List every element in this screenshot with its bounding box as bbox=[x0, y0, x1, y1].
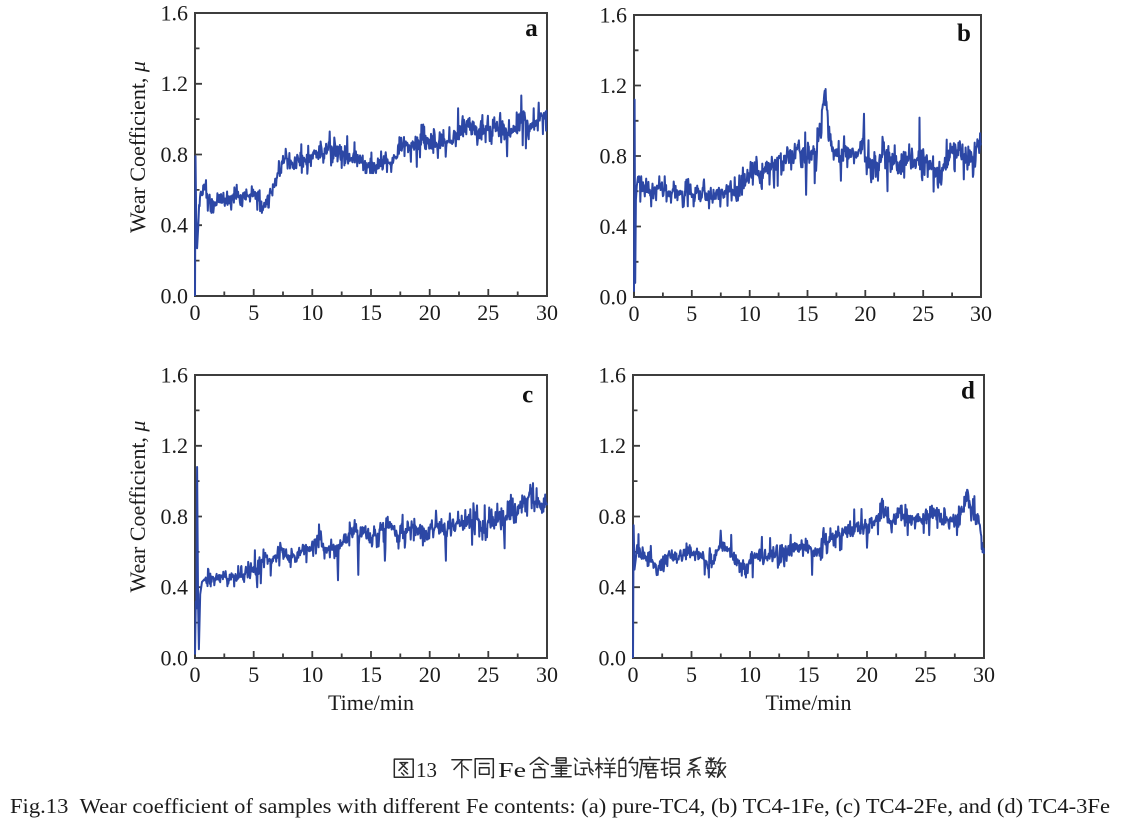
svg-text:25: 25 bbox=[912, 301, 934, 326]
svg-text:10: 10 bbox=[301, 662, 323, 687]
svg-text:0.4: 0.4 bbox=[161, 575, 189, 600]
svg-text:15: 15 bbox=[797, 301, 819, 326]
svg-text:0: 0 bbox=[190, 662, 201, 687]
svg-text:1.2: 1.2 bbox=[161, 433, 189, 458]
svg-text:30: 30 bbox=[536, 662, 558, 687]
svg-text:c: c bbox=[522, 382, 533, 409]
svg-text:20: 20 bbox=[856, 662, 878, 687]
svg-text:0: 0 bbox=[629, 301, 640, 326]
svg-text:0.8: 0.8 bbox=[600, 143, 628, 168]
svg-text:1.2: 1.2 bbox=[599, 433, 627, 458]
svg-text:0: 0 bbox=[190, 300, 201, 325]
svg-text:Fe: Fe bbox=[498, 758, 526, 782]
svg-text:0.8: 0.8 bbox=[161, 504, 189, 529]
svg-text:Wear Coefficient, μ: Wear Coefficient, μ bbox=[125, 421, 150, 593]
svg-text:5: 5 bbox=[686, 662, 697, 687]
svg-text:15: 15 bbox=[360, 300, 382, 325]
svg-text:1.2: 1.2 bbox=[161, 71, 189, 96]
svg-text:10: 10 bbox=[739, 301, 761, 326]
svg-text:30: 30 bbox=[973, 662, 995, 687]
svg-text:13: 13 bbox=[416, 758, 437, 782]
svg-text:b: b bbox=[957, 20, 971, 47]
svg-text:0.4: 0.4 bbox=[600, 214, 628, 239]
svg-text:0.8: 0.8 bbox=[161, 142, 189, 167]
svg-text:5: 5 bbox=[248, 300, 259, 325]
svg-text:15: 15 bbox=[360, 662, 382, 687]
svg-text:30: 30 bbox=[536, 300, 558, 325]
svg-text:25: 25 bbox=[477, 662, 499, 687]
svg-text:Wear Coefficient, μ: Wear Coefficient, μ bbox=[125, 61, 150, 233]
svg-text:5: 5 bbox=[686, 301, 697, 326]
svg-text:10: 10 bbox=[739, 662, 761, 687]
svg-text:1.6: 1.6 bbox=[599, 362, 627, 387]
svg-text:5: 5 bbox=[248, 662, 259, 687]
svg-text:0.4: 0.4 bbox=[161, 213, 189, 238]
svg-text:30: 30 bbox=[970, 301, 992, 326]
svg-text:1.2: 1.2 bbox=[600, 73, 628, 98]
svg-text:0.0: 0.0 bbox=[599, 645, 627, 670]
svg-text:0.0: 0.0 bbox=[161, 645, 189, 670]
svg-text:Time/min: Time/min bbox=[328, 690, 414, 715]
svg-text:25: 25 bbox=[477, 300, 499, 325]
svg-text:10: 10 bbox=[301, 300, 323, 325]
svg-text:0.0: 0.0 bbox=[600, 284, 628, 309]
svg-text:15: 15 bbox=[798, 662, 820, 687]
svg-text:0.8: 0.8 bbox=[599, 504, 627, 529]
svg-text:20: 20 bbox=[419, 662, 441, 687]
svg-text:0: 0 bbox=[628, 662, 639, 687]
svg-text:1.6: 1.6 bbox=[161, 0, 189, 25]
svg-text:25: 25 bbox=[915, 662, 937, 687]
svg-text:Fig.13 Wear coefficient of sa: Fig.13 Wear coefficient of samples with … bbox=[10, 794, 1110, 818]
svg-text:20: 20 bbox=[854, 301, 876, 326]
svg-text:a: a bbox=[525, 15, 538, 42]
svg-text:1.6: 1.6 bbox=[161, 362, 189, 387]
svg-text:20: 20 bbox=[419, 300, 441, 325]
svg-text:0.0: 0.0 bbox=[161, 283, 189, 308]
svg-text:d: d bbox=[961, 378, 975, 405]
svg-text:1.6: 1.6 bbox=[600, 2, 628, 27]
svg-text:0.4: 0.4 bbox=[599, 575, 627, 600]
svg-text:Time/min: Time/min bbox=[766, 690, 852, 715]
